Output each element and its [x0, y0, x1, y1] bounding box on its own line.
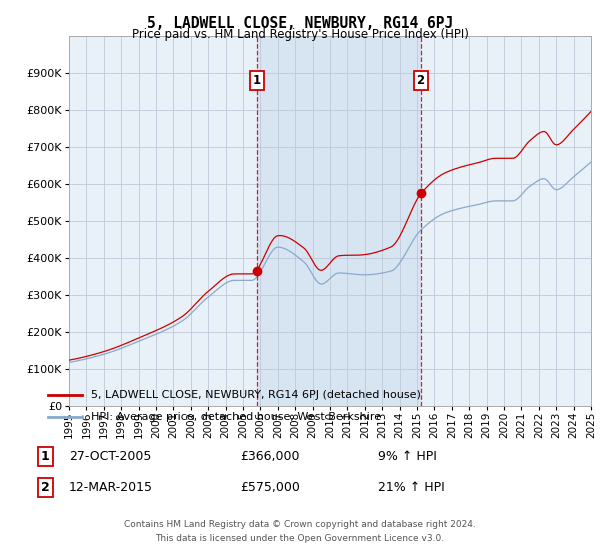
Text: 27-OCT-2005: 27-OCT-2005	[69, 450, 151, 463]
Text: 2: 2	[41, 480, 49, 494]
Bar	[257, 36, 421, 406]
Text: £575,000: £575,000	[240, 480, 300, 494]
Text: This data is licensed under the Open Government Licence v3.0.: This data is licensed under the Open Gov…	[155, 534, 445, 543]
Text: 5, LADWELL CLOSE, NEWBURY, RG14 6PJ (detached house): 5, LADWELL CLOSE, NEWBURY, RG14 6PJ (det…	[91, 390, 421, 400]
Text: 9% ↑ HPI: 9% ↑ HPI	[378, 450, 437, 463]
Text: 1: 1	[41, 450, 49, 463]
Text: 12-MAR-2015: 12-MAR-2015	[69, 480, 153, 494]
Text: 21% ↑ HPI: 21% ↑ HPI	[378, 480, 445, 494]
Text: Price paid vs. HM Land Registry's House Price Index (HPI): Price paid vs. HM Land Registry's House …	[131, 28, 469, 41]
Text: £366,000: £366,000	[240, 450, 299, 463]
Text: 1: 1	[253, 74, 261, 87]
Text: HPI: Average price, detached house, West Berkshire: HPI: Average price, detached house, West…	[91, 412, 381, 422]
Text: 5, LADWELL CLOSE, NEWBURY, RG14 6PJ: 5, LADWELL CLOSE, NEWBURY, RG14 6PJ	[147, 16, 453, 31]
Text: Contains HM Land Registry data © Crown copyright and database right 2024.: Contains HM Land Registry data © Crown c…	[124, 520, 476, 529]
Text: 2: 2	[416, 74, 425, 87]
